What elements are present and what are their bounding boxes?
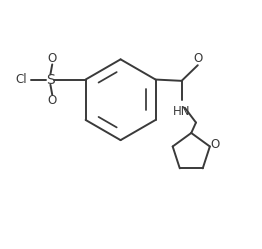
Text: O: O	[48, 94, 57, 107]
Text: O: O	[193, 53, 203, 65]
Text: O: O	[48, 52, 57, 65]
Text: Cl: Cl	[15, 73, 27, 86]
Text: O: O	[210, 138, 220, 151]
Text: S: S	[46, 72, 55, 87]
Text: HN: HN	[173, 105, 190, 118]
